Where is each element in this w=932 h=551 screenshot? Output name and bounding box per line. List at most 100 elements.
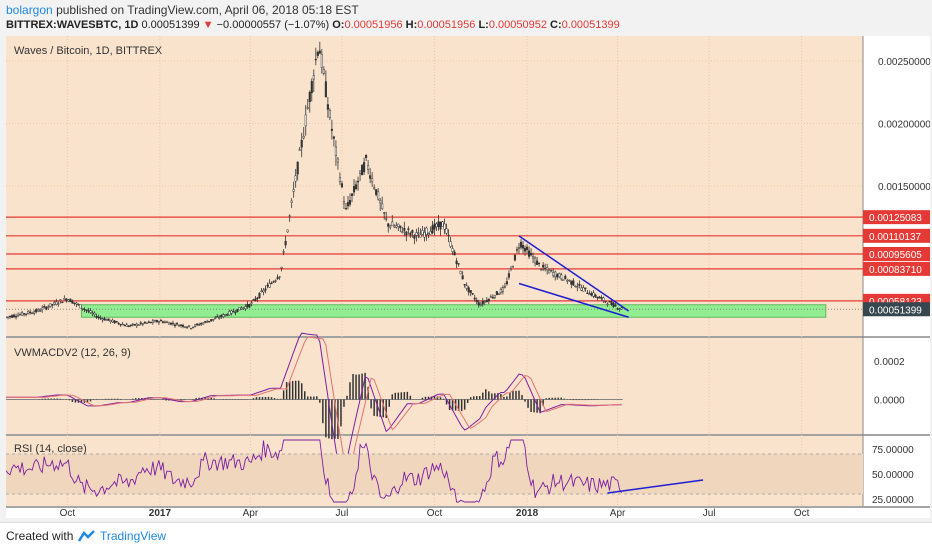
x-tick-label: 2017 (149, 508, 172, 518)
candle-body (97, 316, 100, 318)
candle-body (186, 326, 189, 329)
candle-body (153, 320, 156, 323)
candle-body (236, 309, 239, 313)
candle-body (614, 304, 617, 307)
candle-body (252, 299, 255, 301)
candle-body (463, 284, 466, 286)
author-link[interactable]: bolargon (6, 3, 53, 17)
candle-body (443, 223, 446, 230)
candle-body (107, 318, 110, 321)
wedge-trendline (518, 282, 629, 318)
candle-body (19, 313, 22, 316)
candle-body (332, 136, 335, 139)
candle-body (224, 314, 227, 316)
candle-body (248, 304, 251, 308)
candle-body (385, 218, 388, 220)
high-value: 0.00051956 (417, 19, 476, 31)
candle-body (127, 325, 130, 327)
candle-body (49, 303, 52, 307)
candle-body (568, 279, 571, 282)
low-label: L: (478, 19, 489, 31)
tradingview-logo-icon (78, 530, 95, 542)
candle-body (485, 299, 488, 303)
candle-body (177, 325, 181, 327)
candle-body (41, 307, 44, 311)
candle-body (157, 321, 160, 323)
symbol-label: BITTREX:WAVESBTC, 1D (6, 19, 139, 31)
candle-body (383, 212, 386, 214)
candle-body (258, 293, 261, 298)
candle-body (105, 319, 108, 321)
price-change: −0.00000557 (−1.07%) (216, 19, 330, 31)
x-tick-label: Jul (336, 508, 349, 518)
candle-body (204, 321, 207, 323)
candle-body (395, 225, 398, 228)
candle-body (397, 223, 400, 227)
candle-body (435, 223, 438, 227)
macd-line (6, 332, 622, 468)
candle-body (21, 312, 24, 316)
candle-body (240, 307, 243, 310)
candle-body (77, 304, 80, 306)
candle-body (453, 251, 456, 256)
candle-body (117, 322, 120, 325)
high-label: H: (405, 19, 418, 31)
candle-body (417, 232, 420, 234)
candle-body (69, 298, 72, 303)
candle-body (226, 314, 229, 316)
candle-body (63, 298, 66, 300)
candle-body (479, 304, 482, 306)
candle-body (584, 287, 587, 289)
rsi-band (6, 454, 863, 494)
candle-body (322, 69, 325, 74)
candle-body (173, 324, 177, 327)
candle-body (119, 323, 122, 326)
candle-body (375, 189, 378, 195)
candle-body (572, 280, 575, 286)
candle-body (290, 200, 293, 203)
macd-tick-label: 0.0002 (874, 357, 905, 368)
candle-body (576, 286, 579, 288)
candle-body (143, 321, 146, 324)
candle-body (610, 301, 613, 305)
candle-body (415, 232, 418, 236)
candle-body (334, 146, 337, 156)
candle-body (521, 244, 525, 249)
candle-body (447, 234, 450, 237)
candle-body (381, 203, 384, 210)
candle-body (431, 225, 434, 234)
x-tick-label: Jul (703, 508, 716, 518)
candle-body (129, 324, 132, 327)
candle-body (511, 266, 515, 268)
candle-body (324, 81, 327, 97)
candle-body (6, 316, 10, 318)
candle-body (137, 324, 140, 326)
candle-body (115, 321, 118, 323)
x-tick-label: Apr (610, 508, 626, 518)
candle-body (183, 326, 187, 328)
x-tick-label: Oct (427, 508, 443, 518)
candle-body (151, 320, 154, 323)
candle-body (580, 287, 583, 291)
candle-body (505, 281, 508, 285)
chart-area[interactable]: Oct 2017 Apr Jul Oct 2018 Apr Jul Oct 0.00150000 0… (4, 36, 931, 519)
candle-body (210, 319, 213, 321)
candle-body (534, 257, 537, 264)
candle-body (81, 308, 84, 310)
candle-body (234, 311, 237, 314)
candle-body (51, 304, 54, 306)
candle-body (560, 274, 563, 280)
candle-body (606, 303, 609, 305)
candle-body (125, 324, 128, 327)
level-price-label: 0.00095605 (869, 250, 922, 261)
candle-body (31, 312, 34, 315)
candle-body (578, 283, 581, 286)
chart-svg[interactable]: Oct 2017 Apr Jul Oct 2018 Apr Jul Oct 0.00150000 0… (4, 36, 931, 519)
candle-body (228, 311, 231, 316)
candle-body (149, 321, 152, 324)
candle-body (499, 289, 502, 293)
tradingview-brand[interactable]: TradingView (100, 529, 167, 543)
candle-body (202, 322, 205, 325)
candle-body (192, 326, 195, 329)
candle-body (532, 256, 535, 259)
